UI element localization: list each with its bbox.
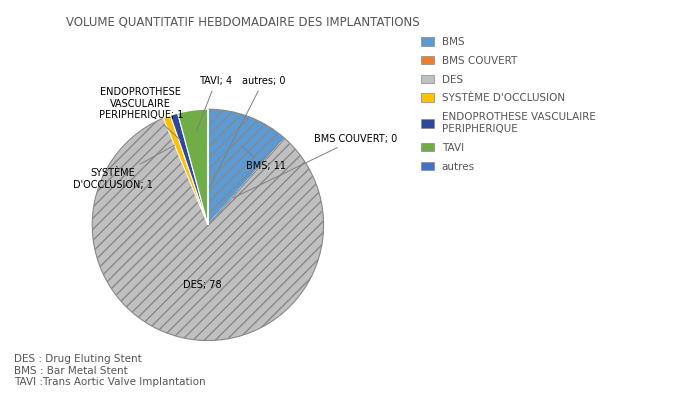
Text: DES : Drug Eluting Stent
BMS : Bar Metal Stent
TAVI :Trans Aortic Valve Implanta: DES : Drug Eluting Stent BMS : Bar Metal…: [14, 354, 206, 387]
Wedge shape: [177, 109, 208, 225]
Text: SYSTÈME
D'OCCLUSION; 1: SYSTÈME D'OCCLUSION; 1: [73, 145, 175, 190]
Wedge shape: [92, 118, 324, 340]
Text: DES; 78: DES; 78: [183, 280, 222, 290]
Wedge shape: [208, 109, 285, 225]
Text: ENDOPROTHESE
VASCULAIRE
PERIPHERIQUE; 1: ENDOPROTHESE VASCULAIRE PERIPHERIQUE; 1: [98, 87, 183, 140]
Legend: BMS, BMS COUVERT, DES, SYSTÈME D'OCCLUSION, ENDOPROTHESE VASCULAIRE
PERIPHERIQUE: BMS, BMS COUVERT, DES, SYSTÈME D'OCCLUSI…: [421, 37, 596, 171]
Text: BMS COUVERT; 0: BMS COUVERT; 0: [234, 134, 398, 198]
Text: BMS; 11: BMS; 11: [241, 146, 286, 171]
Text: TAVI; 4: TAVI; 4: [197, 76, 233, 130]
Wedge shape: [163, 115, 208, 225]
Wedge shape: [208, 139, 285, 225]
Text: VOLUME QUANTITATIF HEBDOMADAIRE DES IMPLANTATIONS: VOLUME QUANTITATIF HEBDOMADAIRE DES IMPL…: [66, 16, 419, 29]
Text: autres; 0: autres; 0: [209, 76, 286, 188]
Wedge shape: [170, 113, 208, 225]
